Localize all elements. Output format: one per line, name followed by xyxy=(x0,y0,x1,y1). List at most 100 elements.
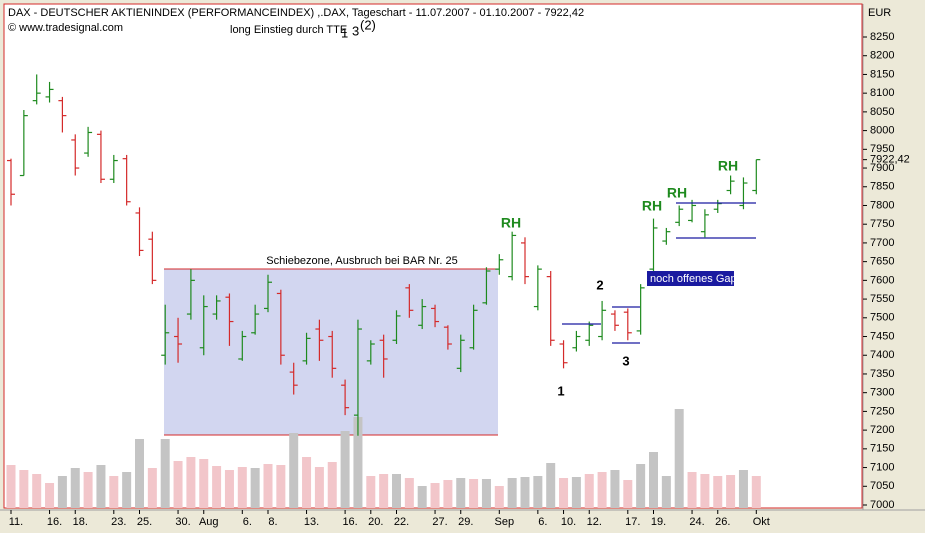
annotation: 3 xyxy=(622,353,629,368)
volume-bar xyxy=(392,474,401,508)
chart-subtitle: © www.tradesignal.com xyxy=(8,22,123,34)
annotation: 1 xyxy=(557,383,564,398)
volume-bar xyxy=(571,477,581,508)
volume-bar xyxy=(636,464,646,508)
x-tick-label: 13. xyxy=(304,516,319,528)
volume-bar xyxy=(687,472,697,508)
y-tick-label: 7750 xyxy=(870,218,894,230)
y-tick-label: 7250 xyxy=(870,405,894,417)
volume-bar xyxy=(649,452,658,508)
volume-bar xyxy=(250,468,260,508)
y-tick-label: 7300 xyxy=(870,387,894,399)
y-tick-label: 7850 xyxy=(870,181,894,193)
y-tick-label: 7450 xyxy=(870,330,894,342)
y-tick-label: 7400 xyxy=(870,349,894,361)
volume-bar xyxy=(366,476,376,508)
x-tick-label: 16. xyxy=(47,516,62,528)
x-tick-label: 22. xyxy=(394,516,409,528)
x-tick-label: 29. xyxy=(458,516,473,528)
x-tick-label: 30. xyxy=(175,516,190,528)
volume-layer xyxy=(6,409,761,508)
y-tick-label: 7700 xyxy=(870,237,894,249)
y-tick-label: 7100 xyxy=(870,461,894,473)
x-tick-label: 27. xyxy=(432,516,447,528)
volume-bar xyxy=(122,472,132,508)
volume-bar xyxy=(507,478,517,508)
volume-bar xyxy=(469,479,479,508)
volume-bar xyxy=(353,417,363,508)
y-tick-label: 8150 xyxy=(870,68,894,80)
annotation: noch offenes Gap xyxy=(650,273,737,285)
y-tick-label: 7950 xyxy=(870,143,894,155)
x-tick-label: 25. xyxy=(137,516,152,528)
y-tick-label: 7150 xyxy=(870,443,894,455)
volume-bar xyxy=(186,457,196,508)
volume-bar xyxy=(597,472,607,508)
volume-bar xyxy=(302,457,312,508)
volume-bar xyxy=(559,478,569,508)
volume-bar xyxy=(713,476,723,508)
volume-bar xyxy=(661,476,671,508)
volume-bar xyxy=(199,459,209,508)
y-tick-label: 8200 xyxy=(870,50,894,62)
volume-bar xyxy=(19,470,29,508)
volume-bar xyxy=(456,478,466,508)
volume-bar xyxy=(443,480,453,508)
volume-bar xyxy=(379,474,389,508)
x-tick-label: 10. xyxy=(561,516,576,528)
volume-bar xyxy=(173,461,183,508)
annotation: Schiebezone, Ausbruch bei BAR Nr. 25 xyxy=(266,255,457,267)
annotation: long Einstieg durch TTE xyxy=(230,24,347,36)
annotation: RH xyxy=(642,198,662,214)
volume-bar xyxy=(481,479,491,508)
volume-bar xyxy=(700,474,710,508)
annotation: (2) xyxy=(360,17,376,32)
y-tick-label: 7800 xyxy=(870,199,894,211)
volume-bar xyxy=(32,474,42,508)
annotation: RH xyxy=(667,185,687,201)
volume-bar xyxy=(674,409,684,508)
x-tick-label: 19. xyxy=(651,516,666,528)
annotation: RH xyxy=(501,215,521,231)
volume-bar xyxy=(6,465,16,508)
x-tick-label: 16. xyxy=(342,516,357,528)
range-zone xyxy=(164,269,498,435)
x-tick-label: 24. xyxy=(689,516,704,528)
volume-bar xyxy=(109,476,119,508)
volume-bar xyxy=(147,468,157,508)
volume-bar xyxy=(726,475,736,508)
y-tick-label: 8250 xyxy=(870,31,894,43)
y-tick-label: 8100 xyxy=(870,87,894,99)
volume-bar xyxy=(520,477,530,508)
volume-bar xyxy=(314,467,324,508)
volume-bar xyxy=(610,470,620,508)
volume-bar xyxy=(546,463,556,508)
volume-bar xyxy=(494,486,504,508)
volume-bar xyxy=(70,468,80,508)
x-tick-label: 26. xyxy=(715,516,730,528)
y-tick-label: 7050 xyxy=(870,480,894,492)
volume-bar xyxy=(83,472,93,508)
x-tick-label: 6. xyxy=(243,516,252,528)
y-tick-label: 7650 xyxy=(870,256,894,268)
volume-bar xyxy=(135,439,144,508)
volume-bar xyxy=(340,431,350,508)
y-tick-label: 8000 xyxy=(870,125,894,137)
volume-bar xyxy=(327,462,337,508)
x-tick-label: 23. xyxy=(111,516,126,528)
chart-title: DAX - DEUTSCHER AKTIENINDEX (PERFORMANCE… xyxy=(8,7,584,19)
x-tick-label: Okt xyxy=(753,516,770,528)
last-price-label: 7922,42 xyxy=(870,154,910,166)
y-tick-label: 7200 xyxy=(870,424,894,436)
volume-bar xyxy=(212,466,222,508)
annotation: 1 xyxy=(341,25,348,40)
volume-bar xyxy=(276,465,286,508)
x-tick-label: 18. xyxy=(73,516,88,528)
x-tick-label: Sep xyxy=(495,516,515,528)
x-tick-label: Aug xyxy=(199,516,219,528)
annotation: 2 xyxy=(596,277,603,292)
x-tick-label: 11. xyxy=(9,516,23,528)
x-tick-label: 8. xyxy=(268,516,277,528)
level-lines xyxy=(562,202,756,344)
